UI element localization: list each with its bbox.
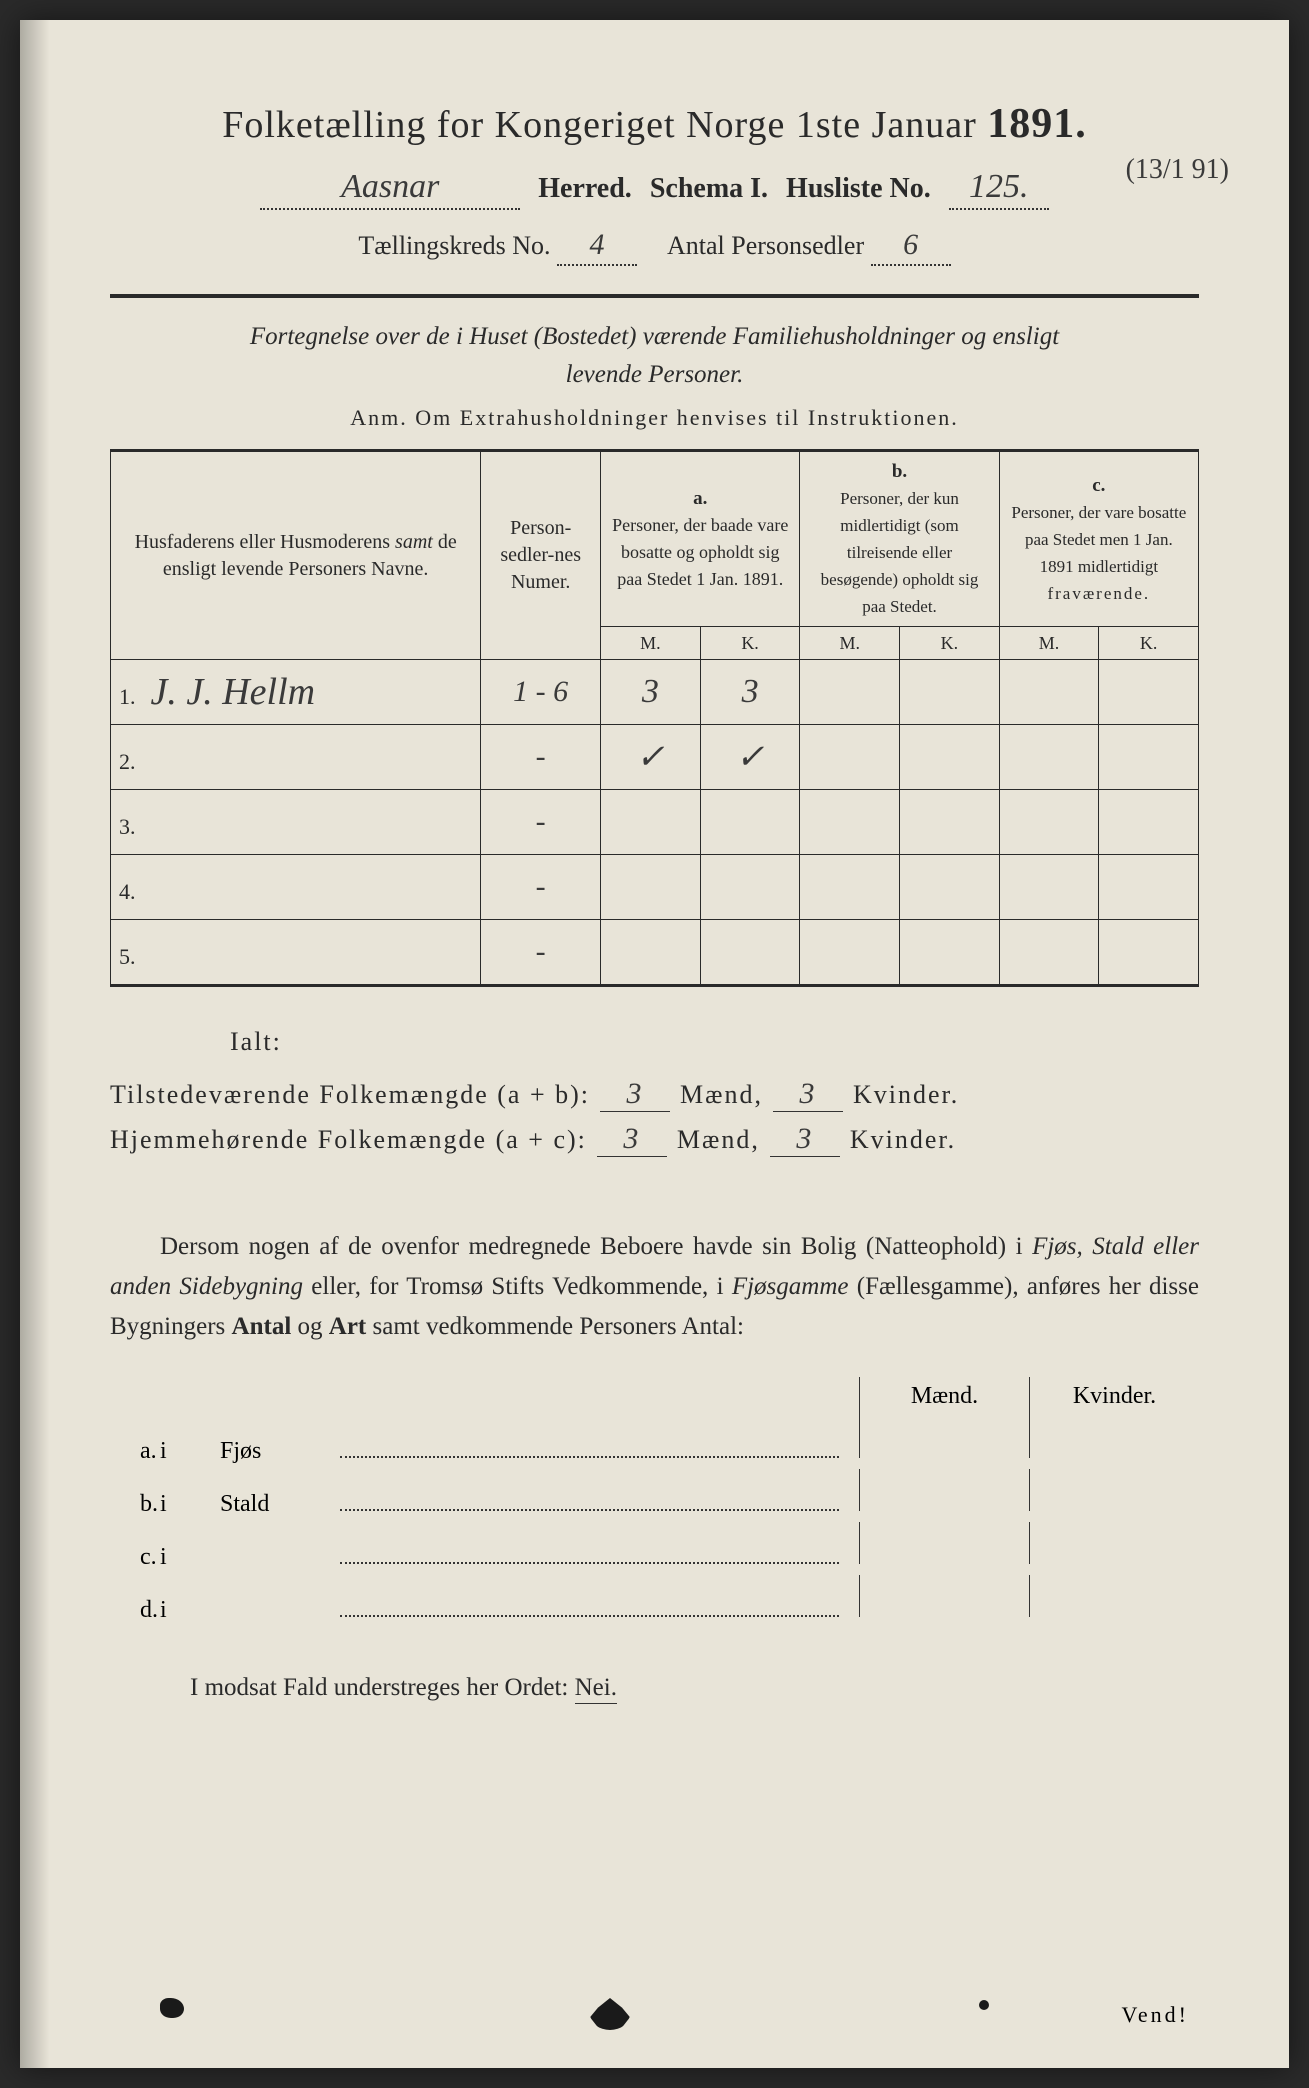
building-col-m: Mænd. (860, 1377, 1030, 1416)
row-b-cell (800, 660, 999, 725)
th-a: a. Personer, der baade vare bosatte og o… (601, 451, 800, 627)
subtitle: Fortegnelse over de i Huset (Bostedet) v… (110, 318, 1199, 393)
building-col-k: Kvinder. (1030, 1377, 1199, 1416)
page-title: Folketælling for Kongeriget Norge 1ste J… (110, 100, 1199, 148)
ink-blot-icon (979, 2000, 989, 2010)
row-c-cell (999, 725, 1198, 790)
summary-ac-label: Hjemmehørende Folkemængde (a + c): (110, 1125, 587, 1155)
header-line-2: Aasnar Herred. Schema I. Husliste No. 12… (110, 168, 1199, 210)
kreds-label: Tællingskreds No. (358, 231, 550, 260)
vend-label: Vend! (1121, 2002, 1189, 2028)
kreds-value: 4 (557, 228, 637, 266)
row-a-cell (601, 790, 800, 855)
ink-blot-icon (590, 1998, 630, 2030)
herred-value: Aasnar (260, 168, 520, 210)
row-a-cell (601, 855, 800, 920)
row-a-cell (601, 920, 800, 986)
row-name-cell: 1. J. J. Hellm (111, 660, 481, 725)
schema-label: Schema I. (650, 173, 768, 205)
page-shadow (20, 20, 50, 2068)
row-c-cell (999, 790, 1198, 855)
row-b-cell (800, 920, 999, 986)
row-num-cell: 1 - 6 (481, 660, 601, 725)
building-row: a. i Fjøs (110, 1416, 1199, 1465)
th-b: b. Personer, der kun midlertidigt (som t… (800, 451, 999, 627)
th-a-mk: M. K. (601, 627, 800, 660)
building-section: Mænd. Kvinder. a. i Fjøs b. i Stald c. (110, 1377, 1199, 1624)
table-row: 3. - (111, 790, 1199, 855)
nei-word: Nei. (575, 1674, 617, 1704)
subtitle-line2: levende Personer. (566, 361, 744, 388)
row-num-cell: - (481, 790, 601, 855)
table-row: 2. - ✓ ✓ (111, 725, 1199, 790)
summary-row-ab: Tilstedeværende Folkemængde (a + b): 3 M… (110, 1077, 1199, 1112)
table-row: 1. J. J. Hellm 1 - 6 3 3 (111, 660, 1199, 725)
summary-row-ac: Hjemmehørende Folkemængde (a + c): 3 Mæn… (110, 1122, 1199, 1157)
husliste-label: Husliste No. (786, 173, 931, 205)
th-b-mk: M. K. (800, 627, 999, 660)
summary-ac-k: 3 (770, 1122, 840, 1157)
row-num-cell: - (481, 920, 601, 986)
row-b-cell (800, 855, 999, 920)
title-year: 1891. (987, 101, 1087, 147)
nei-text: I modsat Fald understreges her Ordet: (190, 1674, 568, 1701)
maend-label-2: Mænd, (677, 1125, 760, 1155)
building-row: b. i Stald (110, 1469, 1199, 1518)
nei-line: I modsat Fald understreges her Ordet: Ne… (110, 1674, 1199, 1702)
subtitle-line1: Fortegnelse over de i Huset (Bostedet) v… (250, 323, 1059, 350)
maend-label: Mænd, (680, 1080, 763, 1110)
row-num-cell: - (481, 855, 601, 920)
row-a-cell: ✓ ✓ (601, 725, 800, 790)
personsedler-value: 6 (871, 228, 951, 266)
husliste-value: 125. (949, 168, 1049, 210)
th-c: c. Personer, der vare bosatte paa Stedet… (999, 451, 1198, 627)
summary-ab-m: 3 (600, 1077, 670, 1112)
margin-note: (13/1 91) (1126, 154, 1229, 186)
divider-1 (110, 294, 1199, 298)
row-name-cell: 3. (111, 790, 481, 855)
kvinder-label-2: Kvinder. (850, 1125, 956, 1155)
herred-label: Herred. (538, 173, 632, 205)
th-c-mk: M. K. (999, 627, 1198, 660)
document-page: Folketælling for Kongeriget Norge 1ste J… (20, 20, 1289, 2068)
header-line-3: Tællingskreds No. 4 Antal Personsedler 6 (110, 228, 1199, 266)
row-a-cell: 3 3 (601, 660, 800, 725)
table-row: 5. - (111, 920, 1199, 986)
kvinder-label: Kvinder. (853, 1080, 959, 1110)
ink-blot-icon (160, 1998, 184, 2018)
summary-ab-label: Tilstedeværende Folkemængde (a + b): (110, 1080, 590, 1110)
summary-section: Ialt: Tilstedeværende Folkemængde (a + b… (110, 1027, 1199, 1157)
title-text: Folketælling for Kongeriget Norge 1ste J… (222, 104, 977, 146)
instructions-paragraph: Dersom nogen af de ovenfor medregnede Be… (110, 1227, 1199, 1347)
row-name-cell: 4. (111, 855, 481, 920)
row-b-cell (800, 725, 999, 790)
personsedler-label: Antal Personsedler (667, 231, 864, 260)
row-num-cell: - (481, 725, 601, 790)
row-c-cell (999, 920, 1198, 986)
summary-ac-m: 3 (597, 1122, 667, 1157)
summary-ab-k: 3 (773, 1077, 843, 1112)
row-c-cell (999, 660, 1198, 725)
th-num: Person-sedler-nes Numer. (481, 451, 601, 660)
building-row: d. i (110, 1575, 1199, 1624)
row-b-cell (800, 790, 999, 855)
row-name-cell: 5. (111, 920, 481, 986)
row-c-cell (999, 855, 1198, 920)
main-table: Husfaderens eller Husmoderens samt de en… (110, 449, 1199, 987)
table-row: 4. - (111, 855, 1199, 920)
row-name-cell: 2. (111, 725, 481, 790)
building-row: c. i (110, 1522, 1199, 1571)
th-name: Husfaderens eller Husmoderens samt de en… (111, 451, 481, 660)
annotation-note: Anm. Om Extrahusholdninger henvises til … (110, 405, 1199, 431)
ialt-label: Ialt: (230, 1027, 1199, 1057)
